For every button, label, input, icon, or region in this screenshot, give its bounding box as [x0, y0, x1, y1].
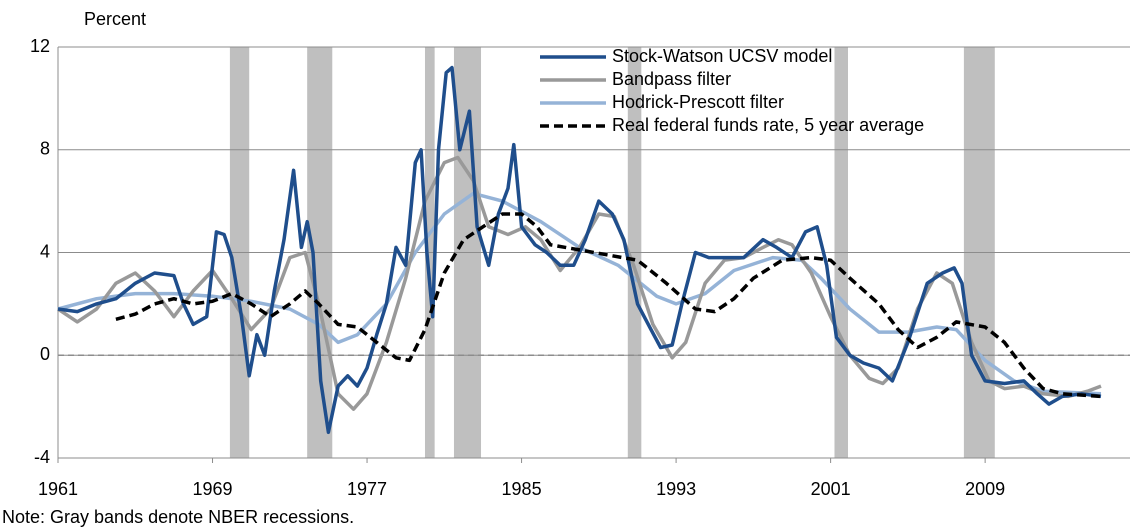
legend-label: Hodrick-Prescott filter [612, 92, 784, 112]
x-tick-label: 1993 [656, 479, 696, 499]
x-tick-label: 1969 [192, 479, 232, 499]
legend-label: Real federal funds rate, 5 year average [612, 115, 924, 135]
x-tick-label: 1961 [38, 479, 78, 499]
x-tick-label: 2009 [965, 479, 1005, 499]
y-tick-label: 8 [40, 139, 50, 159]
y-tick-label: 4 [40, 241, 50, 261]
legend-label: Bandpass filter [612, 69, 731, 89]
y-tick-label: 12 [30, 36, 50, 56]
legend-label: Stock-Watson UCSV model [612, 46, 832, 66]
series-line [57, 65, 1102, 435]
y-tick-label: -4 [34, 447, 50, 467]
series-line [57, 155, 1102, 411]
series-line [115, 212, 1102, 399]
x-tick-label: 1985 [502, 479, 542, 499]
y-axis-label: Percent [84, 9, 146, 29]
y-tick-label: 0 [40, 344, 50, 364]
x-tick-label: 2001 [811, 479, 851, 499]
x-tick-label: 1977 [347, 479, 387, 499]
series-line [57, 191, 1102, 396]
note: Note: Gray bands denote NBER recessions. [2, 507, 354, 527]
